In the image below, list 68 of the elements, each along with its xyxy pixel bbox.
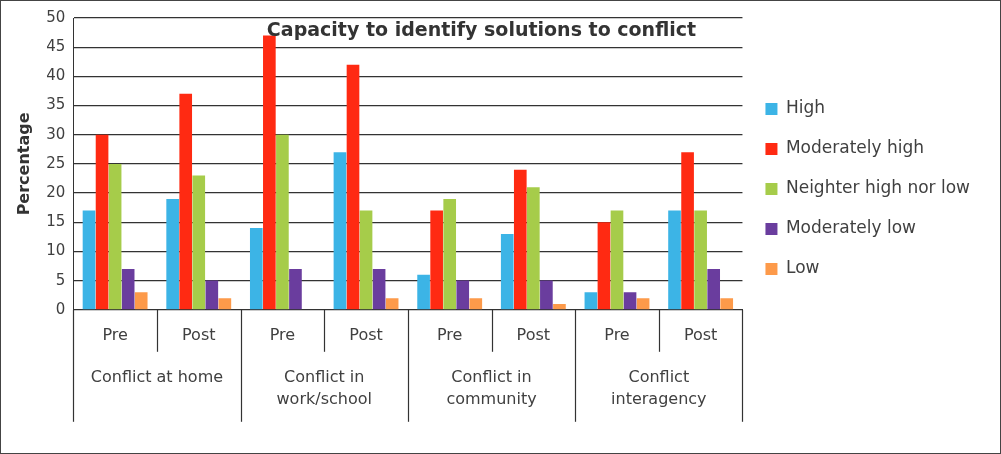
bar xyxy=(707,268,721,310)
bar xyxy=(694,210,707,310)
legend-label: High xyxy=(785,97,826,118)
bar xyxy=(108,163,122,310)
bar xyxy=(720,298,734,310)
y-axis-title: Percentage xyxy=(13,112,33,216)
bar xyxy=(218,298,232,310)
bar xyxy=(121,268,135,310)
bar xyxy=(417,274,430,310)
bar xyxy=(333,152,347,310)
bar xyxy=(443,198,457,310)
bar xyxy=(134,292,148,310)
bar xyxy=(681,152,694,310)
bar xyxy=(540,280,553,310)
bar xyxy=(610,210,624,310)
text: Conflict in community xyxy=(446,366,537,408)
bar xyxy=(95,134,109,310)
bar xyxy=(192,175,206,310)
x-tick-label: Post xyxy=(182,324,216,344)
bar xyxy=(385,298,399,310)
x-tick-label: Post xyxy=(683,324,718,344)
bar xyxy=(623,292,637,310)
y-tick-label: 20 xyxy=(46,182,66,201)
y-tick-label: 45 xyxy=(46,37,66,56)
bar xyxy=(276,134,289,310)
legend-label: Low xyxy=(785,257,820,278)
legend-label: Moderately low xyxy=(785,217,917,238)
bar xyxy=(82,210,96,310)
y-tick-label: 35 xyxy=(46,95,66,114)
legend-label: Neighter high nor low xyxy=(785,177,971,198)
x-tick-label: Pre xyxy=(604,324,630,344)
bar xyxy=(668,210,681,310)
bar xyxy=(372,268,386,310)
x-tick-label: Pre xyxy=(102,324,128,344)
x-tick-label: Post xyxy=(516,324,551,344)
y-tick-label: 40 xyxy=(46,66,66,85)
bar xyxy=(359,210,373,310)
y-tick-label: 25 xyxy=(46,153,66,172)
bar xyxy=(430,210,443,310)
legend-label: Moderately high xyxy=(785,137,925,158)
bar xyxy=(636,298,650,310)
bar xyxy=(597,222,611,310)
y-tick-label: 0 xyxy=(55,299,66,318)
bar xyxy=(500,233,514,310)
bar xyxy=(249,228,263,310)
bar xyxy=(456,280,470,310)
bar xyxy=(289,268,302,310)
text: Conflict in work/school xyxy=(276,366,372,408)
y-tick-label: 50 xyxy=(46,7,66,26)
y-tick-label: 15 xyxy=(46,212,66,231)
bar xyxy=(584,292,598,310)
bar xyxy=(553,303,566,310)
bar xyxy=(179,93,193,310)
chart-title: Capacity to identify solutions to conflict xyxy=(266,17,697,40)
bar xyxy=(166,198,179,310)
x-tick-label: Pre xyxy=(436,324,463,344)
bar xyxy=(346,64,360,310)
text: Conflict interagency xyxy=(611,366,707,408)
y-tick-label: 10 xyxy=(46,241,66,260)
bar xyxy=(205,280,219,310)
y-tick-label: 5 xyxy=(55,270,66,289)
y-tick-label: 30 xyxy=(46,124,66,143)
text: Conflict at home xyxy=(90,366,224,386)
bar xyxy=(513,169,527,310)
bar xyxy=(527,187,540,310)
x-tick-label: Post xyxy=(349,324,383,344)
x-tick-label: Pre xyxy=(269,324,296,344)
bar xyxy=(469,298,483,310)
